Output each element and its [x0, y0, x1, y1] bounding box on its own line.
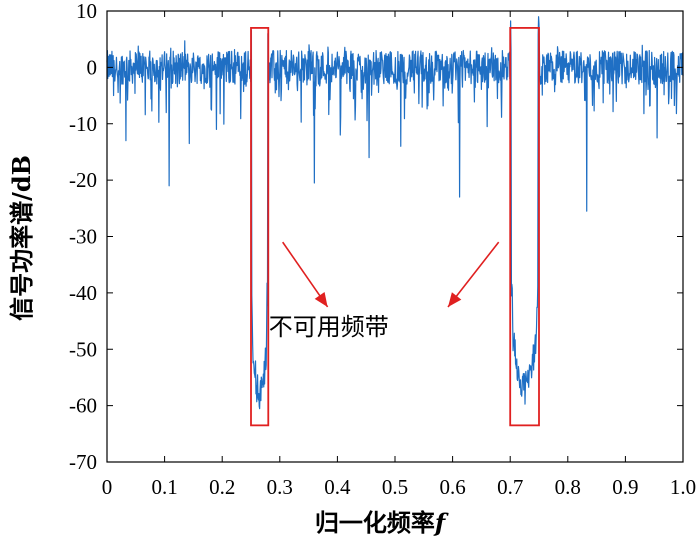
y-tick-label: -60	[69, 394, 97, 418]
unusable-band-box-2	[509, 27, 540, 427]
x-tick-label: 0.9	[612, 475, 638, 499]
unusable-band-box-1	[250, 27, 270, 427]
unusable-band-annotation: 不可用频带	[269, 313, 389, 341]
y-tick-label: -20	[69, 168, 97, 192]
x-tick-label: 0.1	[151, 475, 177, 499]
x-axis-label-symbol: f	[433, 508, 449, 537]
y-tick-label: 10	[76, 0, 97, 23]
x-tick-label: 0.6	[439, 475, 465, 499]
x-axis-label: 归一化频率f	[315, 508, 449, 537]
x-tick-label: 0.7	[497, 475, 523, 499]
x-tick-label: 1.0	[670, 475, 696, 499]
plot-area: 不可用频带	[106, 16, 684, 427]
y-tick-label: -10	[69, 112, 97, 136]
x-tick-label: 0.4	[324, 475, 351, 499]
x-tick-label: 0.5	[382, 475, 408, 499]
y-tick-label: -30	[69, 225, 97, 249]
arrow-head-2	[447, 292, 462, 307]
axes: 0 0.1 0.2 0.3 0.4 0.5 0.6 0.7 0.8 0.9 1.0 10 0 -10 -20…	[69, 0, 696, 499]
y-axis-label: 信号功率谱/dB	[7, 155, 36, 321]
x-tick-label: 0.8	[555, 475, 581, 499]
y-tick-label: -40	[69, 281, 97, 305]
x-tick-label: 0	[102, 475, 113, 499]
x-tick-label: 0.3	[267, 475, 293, 499]
x-tick-label: 0.2	[209, 475, 235, 499]
spectrum-line	[106, 16, 684, 410]
x-axis-label-text: 归一化频率	[315, 508, 435, 537]
y-tick-label: -70	[69, 450, 97, 474]
y-tick-label: 0	[87, 55, 98, 79]
arrow-head-1	[314, 292, 328, 307]
y-tick-label: -50	[69, 337, 97, 361]
